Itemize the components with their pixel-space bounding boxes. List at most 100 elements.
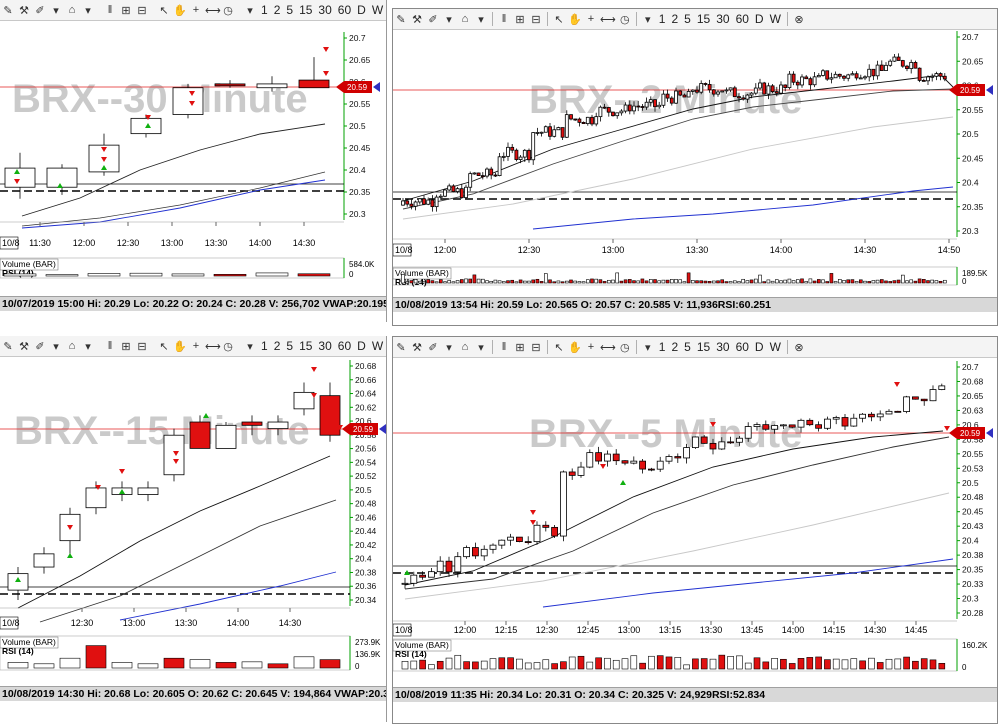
candle-down[interactable] — [808, 78, 813, 86]
candle-down[interactable] — [636, 105, 641, 108]
candle-down[interactable] — [510, 146, 515, 151]
period-button-5[interactable]: 5 — [684, 12, 691, 26]
candle-down[interactable] — [551, 526, 559, 537]
candle-up[interactable] — [436, 560, 444, 573]
candle-up[interactable] — [619, 110, 624, 114]
shapes-icon[interactable]: ⌂ — [68, 4, 76, 16]
candle-down[interactable] — [472, 547, 479, 557]
candle-down[interactable] — [842, 75, 846, 79]
candle-up[interactable] — [577, 466, 585, 476]
candle-down[interactable] — [669, 97, 674, 104]
period-button-2[interactable]: 2 — [671, 12, 679, 26]
candle-up[interactable] — [885, 410, 893, 415]
candle-up[interactable] — [657, 104, 662, 108]
candle-down[interactable] — [900, 60, 905, 67]
candle-up[interactable] — [691, 436, 699, 449]
candle-up[interactable] — [644, 101, 649, 108]
candle-up[interactable] — [690, 89, 695, 92]
candle-down[interactable] — [894, 410, 902, 413]
candle-down[interactable] — [568, 471, 576, 476]
period-button-15[interactable]: 15 — [696, 12, 711, 26]
period-button-2[interactable]: 2 — [671, 340, 679, 354]
dropdown-icon[interactable]: ▾ — [645, 13, 651, 26]
candle-up[interactable] — [130, 117, 162, 135]
candle-up[interactable] — [632, 105, 636, 112]
candle-up[interactable] — [876, 413, 884, 418]
clock-icon[interactable]: ◷ — [223, 340, 233, 353]
dropdown-icon[interactable]: ▾ — [446, 341, 452, 354]
candle-down[interactable] — [871, 68, 876, 77]
price-chart[interactable]: BRX--30 Minute20.720.6520.620.5520.520.4… — [0, 0, 386, 322]
period-button-60[interactable]: 60 — [735, 340, 749, 354]
candle-up[interactable] — [552, 129, 557, 137]
candle-down[interactable] — [804, 76, 809, 80]
price-chart[interactable]: BRX--5 Minute20.720.6820.6520.6320.620.5… — [393, 337, 997, 723]
period-button-5[interactable]: 5 — [286, 3, 294, 17]
candle-down[interactable] — [422, 198, 426, 205]
candle-down[interactable] — [581, 121, 586, 125]
close-icon[interactable]: ⊗ — [794, 13, 804, 26]
candle-up[interactable] — [850, 417, 858, 427]
candle-down[interactable] — [770, 85, 775, 93]
candle-down[interactable] — [788, 424, 796, 428]
candle-down[interactable] — [921, 80, 926, 82]
candle-down[interactable] — [837, 73, 842, 77]
candle-down[interactable] — [214, 83, 246, 87]
candle-down[interactable] — [611, 111, 615, 117]
pen-icon[interactable]: ✐ — [35, 4, 45, 17]
candle-up[interactable] — [745, 94, 750, 100]
period-button-15[interactable]: 15 — [696, 340, 711, 354]
candle-up[interactable] — [603, 453, 611, 462]
dropdown-icon[interactable]: ▾ — [446, 13, 452, 26]
cursor-icon[interactable]: ↖ — [159, 340, 169, 353]
candle-down[interactable] — [774, 91, 779, 94]
hand-icon[interactable]: ✋ — [173, 4, 187, 17]
candle-down[interactable] — [241, 421, 263, 426]
cursor-icon[interactable]: ↖ — [554, 341, 564, 354]
dropdown-icon[interactable]: ▾ — [478, 341, 484, 354]
candle-up[interactable] — [758, 82, 762, 89]
candle-up[interactable] — [454, 556, 462, 573]
candle-up[interactable] — [661, 93, 666, 106]
period-button-60[interactable]: 60 — [337, 339, 352, 353]
candle-up[interactable] — [665, 456, 673, 462]
tools-icon[interactable]: ⚒ — [412, 13, 422, 26]
candle-down[interactable] — [711, 89, 716, 95]
shapes-icon[interactable]: ⌂ — [68, 340, 76, 352]
pen-icon[interactable]: ✐ — [428, 13, 438, 26]
price-chart[interactable]: BRX--15 Minute20.6820.6620.6420.6220.620… — [0, 336, 386, 722]
candle-down[interactable] — [791, 73, 796, 83]
period-button-1[interactable]: 1 — [261, 339, 268, 353]
candle-up[interactable] — [518, 156, 523, 160]
period-button-d[interactable]: D — [357, 3, 366, 17]
candle-up[interactable] — [724, 89, 729, 92]
candle-down[interactable] — [639, 460, 647, 470]
candle-up[interactable] — [401, 582, 409, 585]
candle-down[interactable] — [430, 199, 435, 208]
candle-down[interactable] — [707, 84, 712, 91]
candle-up[interactable] — [426, 199, 431, 205]
candle-down[interactable] — [913, 62, 918, 69]
candle-up[interactable] — [586, 452, 594, 468]
candle-up[interactable] — [585, 116, 590, 125]
period-button-5[interactable]: 5 — [684, 340, 691, 354]
candle-down[interactable] — [825, 70, 830, 80]
candle-down[interactable] — [741, 97, 746, 100]
candle-up[interactable] — [531, 132, 536, 161]
candle-up[interactable] — [137, 487, 159, 495]
pause-icon[interactable]: ‖ — [501, 341, 507, 353]
candle-up[interactable] — [438, 195, 443, 198]
candle-down[interactable] — [737, 96, 741, 99]
zoom-window-icon[interactable]: ⊟ — [531, 341, 541, 354]
period-button-2[interactable]: 2 — [273, 3, 281, 17]
candle-up[interactable] — [447, 185, 452, 191]
candle-up[interactable] — [787, 73, 792, 89]
candle-down[interactable] — [405, 200, 410, 205]
candle-down[interactable] — [695, 89, 699, 93]
candle-up[interactable] — [648, 99, 653, 103]
candle-down[interactable] — [795, 81, 800, 86]
candle-up[interactable] — [728, 87, 733, 91]
zoom-fit-icon[interactable]: ⊞ — [121, 4, 131, 17]
candle-down[interactable] — [678, 90, 683, 96]
period-button-w[interactable]: W — [371, 3, 384, 17]
